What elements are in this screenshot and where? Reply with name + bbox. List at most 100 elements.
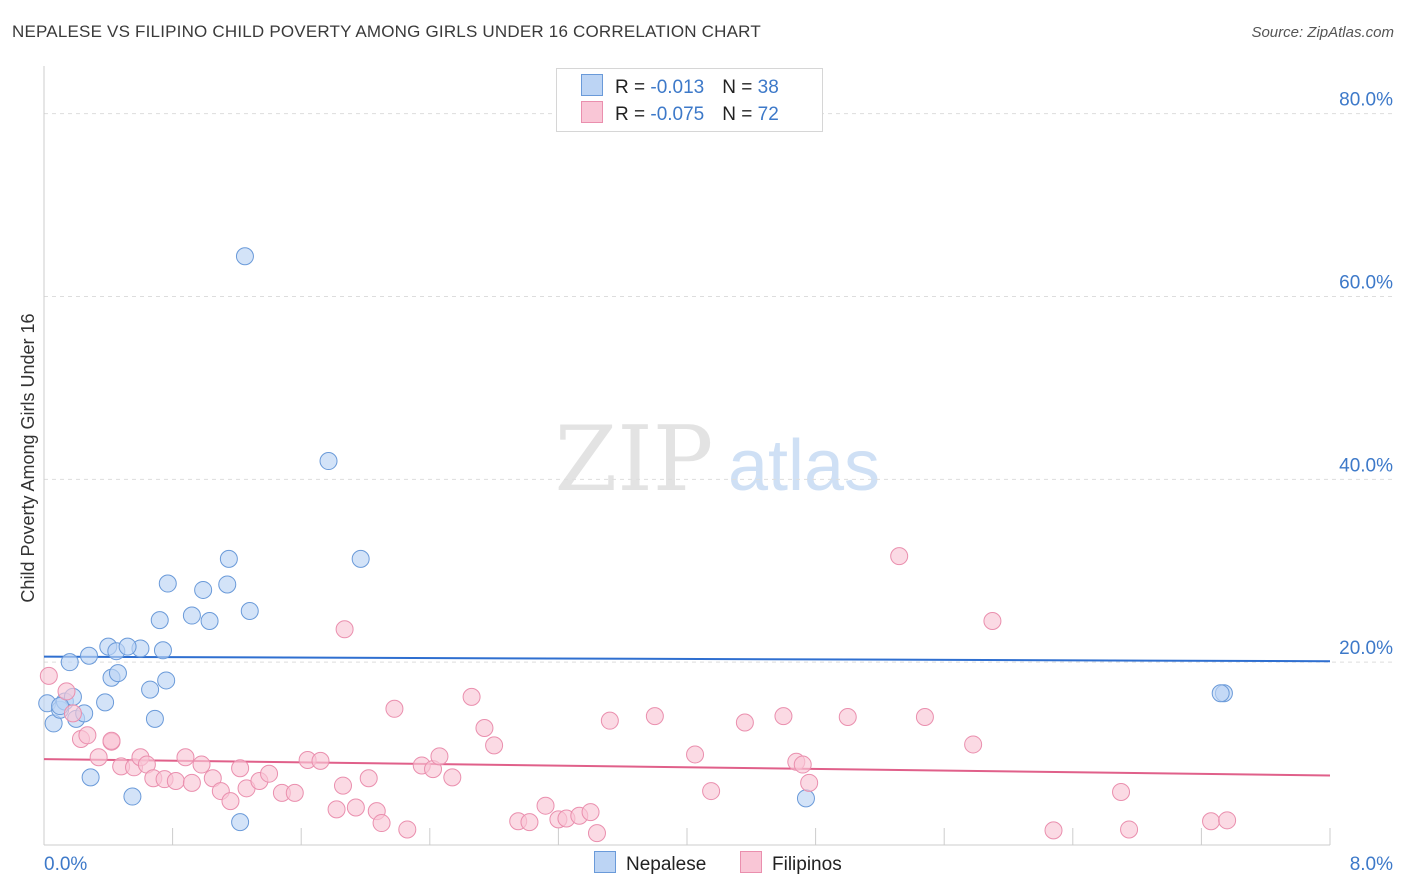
filipinos-point bbox=[203, 769, 222, 788]
filipinos-point bbox=[166, 772, 185, 791]
filipinos-point bbox=[385, 699, 404, 718]
nepalese-point bbox=[141, 680, 160, 699]
filipinos-point bbox=[57, 682, 76, 701]
nepalese-point bbox=[145, 709, 164, 728]
filipinos-point bbox=[1044, 821, 1063, 840]
filipinos-point bbox=[983, 612, 1002, 631]
filipinos-point bbox=[735, 713, 754, 732]
filipinos-point bbox=[702, 782, 721, 801]
filipinos-point bbox=[78, 726, 97, 745]
chart-title: NEPALESE VS FILIPINO CHILD POVERTY AMONG… bbox=[12, 22, 761, 41]
legend-n-value: 38 bbox=[757, 77, 779, 98]
nepalese-trend-line bbox=[43, 655, 1331, 663]
nepalese-point bbox=[150, 611, 169, 630]
filipinos-point bbox=[260, 764, 279, 783]
filipinos-point bbox=[430, 747, 449, 766]
filipinos-point bbox=[333, 776, 352, 795]
filipinos-point bbox=[359, 769, 378, 788]
filipinos-point bbox=[1202, 812, 1221, 831]
filipinos-point bbox=[915, 708, 934, 727]
nepalese-point bbox=[200, 612, 219, 631]
filipinos-point bbox=[581, 803, 600, 822]
filipinos-point bbox=[63, 704, 82, 723]
filipinos-point bbox=[89, 748, 108, 767]
y-tick-label: 20.0% bbox=[1339, 638, 1393, 659]
nepalese-point bbox=[218, 575, 237, 594]
filipinos-point bbox=[462, 687, 481, 706]
source-label: Source: ZipAtlas.com bbox=[1251, 24, 1394, 41]
filipinos-point bbox=[645, 707, 664, 726]
series-name-nepalese: Nepalese bbox=[626, 854, 707, 875]
filipinos-trend-line bbox=[43, 758, 1331, 777]
filipinos-point bbox=[838, 708, 857, 727]
y-tick-label: 60.0% bbox=[1339, 272, 1393, 293]
filipinos-point bbox=[1120, 820, 1139, 839]
legend-n-label: N = bbox=[722, 77, 758, 98]
filipinos-point bbox=[231, 759, 250, 778]
watermark-zip: ZIP bbox=[555, 407, 714, 512]
filipinos-point bbox=[102, 731, 121, 750]
legend-r-label: R = bbox=[615, 77, 651, 98]
filipinos-point bbox=[311, 751, 330, 770]
nepalese-point bbox=[182, 606, 201, 625]
x-tick-label: 0.0% bbox=[44, 854, 87, 875]
legend-r-value: -0.013 bbox=[650, 77, 705, 98]
legend-n-label: N = bbox=[722, 104, 758, 125]
bottom-legend-filipinos: Filipinos bbox=[740, 851, 842, 876]
legend-row-nepalese: R = -0.013 N = 38 bbox=[581, 74, 779, 98]
filipinos-point bbox=[536, 796, 555, 815]
filipinos-point bbox=[443, 768, 462, 787]
filipinos-swatch bbox=[740, 851, 762, 873]
legend: R = -0.013 N = 38 R = -0.075 N = 72 bbox=[556, 68, 823, 132]
y-tick-label: 40.0% bbox=[1339, 455, 1393, 476]
y-tick-label: 80.0% bbox=[1339, 90, 1393, 111]
filipinos-point bbox=[335, 620, 354, 639]
nepalese-point bbox=[231, 813, 250, 832]
filipinos-point bbox=[485, 736, 504, 755]
filipinos-point bbox=[285, 783, 304, 802]
filipinos-point bbox=[39, 666, 58, 685]
y-axis-title: Child Poverty Among Girls Under 16 bbox=[18, 313, 38, 602]
nepalese-point bbox=[153, 641, 172, 660]
filipinos-point bbox=[372, 814, 391, 833]
x-tick-label: 8.0% bbox=[1350, 854, 1393, 875]
nepalese-point bbox=[123, 787, 142, 806]
filipinos-point bbox=[221, 792, 240, 811]
nepalese-point bbox=[1211, 684, 1230, 703]
filipinos-point bbox=[587, 824, 606, 843]
nepalese-point bbox=[60, 653, 79, 672]
filipinos-point bbox=[1112, 782, 1131, 801]
nepalese-point bbox=[158, 574, 177, 593]
filipinos-point bbox=[192, 755, 211, 774]
legend-row-filipinos: R = -0.075 N = 72 bbox=[581, 101, 779, 125]
filipinos-point bbox=[890, 547, 909, 566]
legend-r-label: R = bbox=[615, 104, 651, 125]
filipinos-swatch bbox=[581, 101, 603, 123]
nepalese-point bbox=[157, 671, 176, 690]
nepalese-point bbox=[796, 789, 815, 808]
nepalese-swatch bbox=[594, 851, 616, 873]
nepalese-point bbox=[235, 247, 254, 266]
nepalese-point bbox=[80, 646, 99, 665]
watermark-atlas: atlas bbox=[728, 426, 880, 506]
bottom-legend-nepalese: Nepalese bbox=[594, 851, 706, 876]
filipinos-point bbox=[800, 773, 819, 792]
nepalese-point bbox=[118, 637, 137, 656]
filipinos-point bbox=[793, 755, 812, 774]
nepalese-point bbox=[351, 549, 370, 568]
nepalese-point bbox=[81, 768, 100, 787]
nepalese-point bbox=[96, 693, 115, 712]
legend-r-value: -0.075 bbox=[650, 104, 705, 125]
filipinos-point bbox=[600, 711, 619, 730]
nepalese-point bbox=[240, 601, 259, 620]
filipinos-point bbox=[346, 798, 365, 817]
series-name-filipinos: Filipinos bbox=[772, 854, 842, 875]
filipinos-point bbox=[475, 718, 494, 737]
nepalese-point bbox=[108, 664, 127, 683]
filipinos-point bbox=[520, 813, 539, 832]
nepalese-point bbox=[219, 549, 238, 568]
filipinos-point bbox=[176, 748, 195, 767]
filipinos-point bbox=[774, 707, 793, 726]
filipinos-point bbox=[1218, 811, 1237, 830]
